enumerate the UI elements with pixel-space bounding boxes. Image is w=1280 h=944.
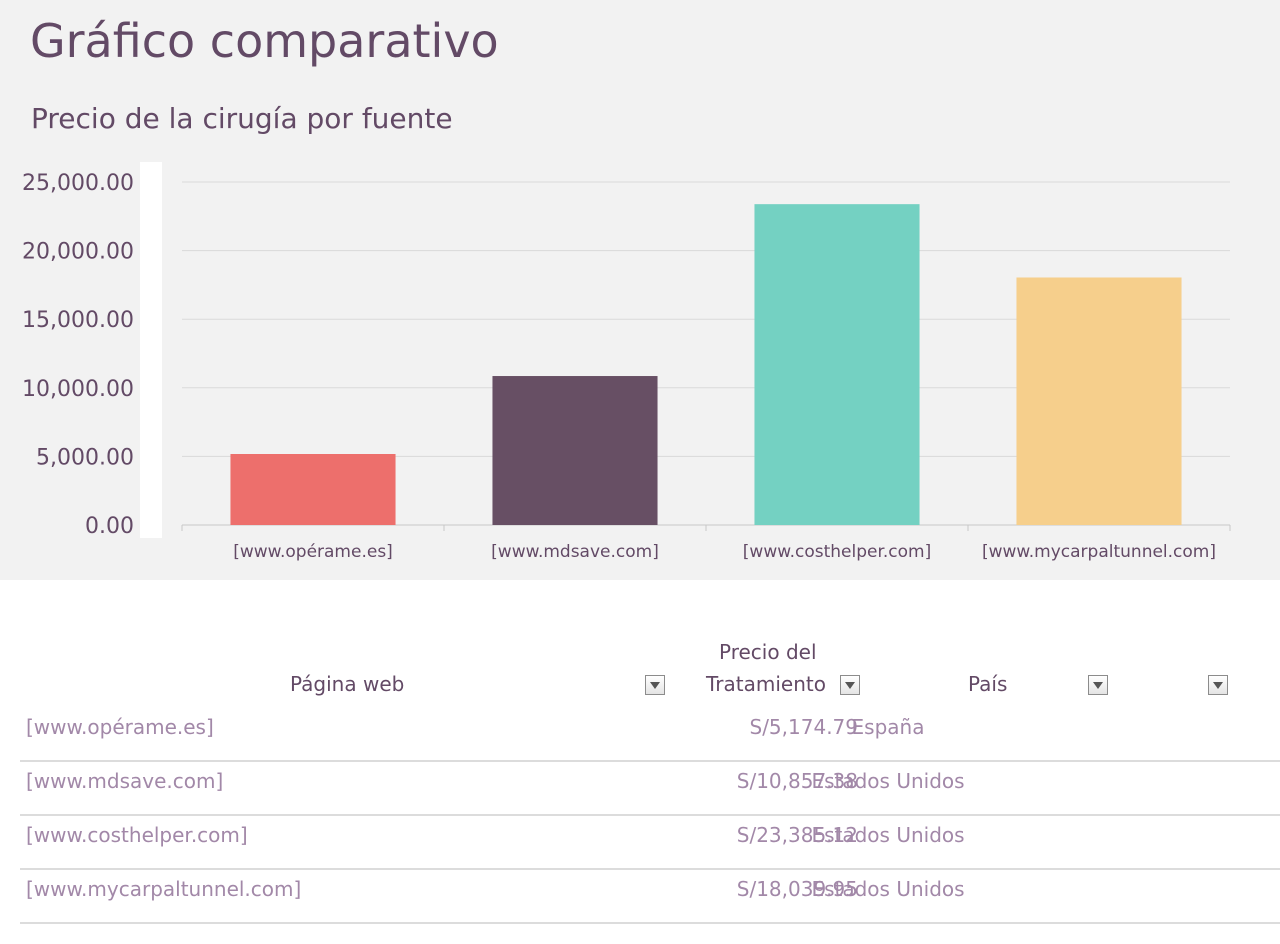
y-tick-label: 15,000.00 [22,308,134,333]
y-tick-label: 25,000.00 [22,171,134,196]
filter-price-button[interactable] [840,675,860,695]
table-row: [www.mycarpaltunnel.com] S/18,039.95 Est… [20,870,1280,924]
filter-web-button[interactable] [645,675,665,695]
filter-extra-button[interactable] [1208,675,1228,695]
x-tick-label: [www.mycarpaltunnel.com] [982,542,1216,562]
chart-title: Precio de la cirugía por fuente [31,102,453,135]
cell-country: Estados Unidos [811,823,965,847]
cell-price: S/18,039.95 [736,877,858,901]
bar [754,204,920,525]
x-tick-label: [www.opérame.es] [233,542,393,562]
bar [492,376,658,525]
y-tick-label: 5,000.00 [36,445,134,470]
header-price-line2: Tratamiento [706,672,826,696]
x-tick-label: [www.costhelper.com] [743,542,931,562]
bar [1016,277,1182,525]
table-row: [www.opérame.es] S/5,174.79 España [20,708,1280,762]
header-country: País [968,672,1008,696]
cell-price: S/10,857.38 [736,769,858,793]
header-price-line1: Precio del [719,640,817,664]
y-axis-panel [140,162,162,538]
bar [230,454,396,525]
filter-country-button[interactable] [1088,675,1108,695]
cell-price: S/23,385.12 [736,823,858,847]
cell-price: S/5,174.79 [749,715,859,739]
header-web: Página web [290,672,405,696]
table-row: [www.mdsave.com] S/10,857.38 Estados Uni… [20,762,1280,816]
cell-web: [www.mycarpaltunnel.com] [26,877,302,901]
y-tick-label: 0.00 [85,514,134,539]
cell-country: Estados Unidos [811,769,965,793]
cell-web: [www.opérame.es] [26,715,214,739]
table-row: [www.costhelper.com] S/23,385.12 Estados… [20,816,1280,870]
bar-chart: 0.00 5,000.00 10,000.00 15,000.00 20,000.00 2… [22,171,1231,562]
cell-web: [www.mdsave.com] [26,769,224,793]
y-tick-label: 10,000.00 [22,377,134,402]
cell-web: [www.costhelper.com] [26,823,248,847]
y-tick-label: 20,000.00 [22,240,134,265]
price-table: Página web Precio del Tratamiento País [… [0,580,1280,944]
cell-country: España [851,715,925,739]
x-tick-label: [www.mdsave.com] [491,542,659,562]
chart-area: Gráfico comparativo Precio de la cirugía… [0,0,1280,580]
page-title: Gráfico comparativo [30,14,499,68]
cell-country: Estados Unidos [811,877,965,901]
